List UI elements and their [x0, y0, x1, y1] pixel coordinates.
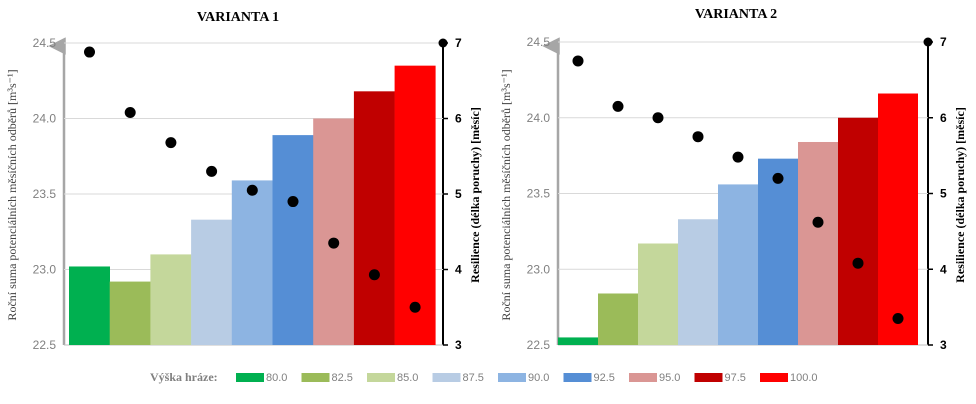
resilience-point-100.0	[409, 301, 421, 313]
left-tick-label: 24.0	[33, 112, 57, 126]
bar-92.5	[272, 135, 314, 345]
legend-label: 87.5	[463, 372, 484, 384]
bars	[69, 65, 436, 346]
chart-title: VARIANTA 1	[197, 10, 279, 25]
legend-swatch	[629, 373, 657, 382]
resilience-point-82.5	[612, 100, 624, 112]
bars	[558, 93, 918, 345]
legend-label: 82.5	[332, 372, 353, 384]
resilience-point-80.0	[84, 46, 95, 58]
chart-varianta-2: VARIANTA 2 22.5 23.0 23.5 24.0 24.5 3 4 5 6 7 Ro…	[499, 7, 967, 352]
bar-90.0	[231, 180, 273, 345]
resilience-point-95.0	[328, 237, 340, 249]
resilience-point-90.0	[732, 151, 744, 163]
right-tick-labels: 3 4 5 6 7	[443, 36, 462, 352]
legend-swatch	[432, 373, 461, 382]
legend-label: 80.0	[266, 372, 287, 384]
legend-label: 100.0	[790, 372, 818, 384]
legend-swatch	[367, 373, 395, 382]
legend: Výška hráze: 80.0 82.5 85.0 87.5 90.0 92.5 95.…	[150, 370, 818, 384]
legend-label: 90.0	[528, 372, 549, 384]
left-tick-labels: 22.5 23.0 23.5 24.0 24.5	[33, 36, 57, 352]
resilience-points	[572, 37, 933, 324]
bar-87.5	[678, 219, 718, 345]
left-tick-label: 22.5	[527, 338, 551, 352]
left-tick-label: 24.5	[527, 35, 551, 49]
left-tick-label: 23.5	[527, 187, 551, 201]
legend-swatch	[563, 373, 592, 382]
right-tick-label: 5	[940, 187, 947, 201]
resilience-point-92.5	[287, 196, 299, 208]
right-tick-label: 7	[940, 35, 947, 49]
bar-85.0	[638, 243, 678, 345]
legend-swatch	[760, 373, 788, 382]
resilience-point-90.0	[246, 184, 258, 196]
left-tick-label: 23.0	[527, 262, 551, 276]
chart-varianta-1: VARIANTA 1 22.5 23.0 23.5 24.0 24.5 3 4 5 6 7 Ro…	[5, 10, 482, 352]
resilience-point-97.5	[852, 257, 864, 269]
resilience-point-95.0	[812, 216, 824, 228]
right-tick-label: 6	[455, 112, 462, 126]
legend-label: 97.5	[725, 372, 746, 384]
right-tick-labels: 3 4 5 6 7	[928, 35, 947, 352]
right-tick-label: 7	[455, 36, 462, 50]
right-tick-label: 6	[940, 111, 947, 125]
resilience-point-87.5	[206, 165, 218, 177]
resilience-points	[84, 38, 448, 313]
legend-swatch	[694, 373, 723, 382]
left-tick-label: 22.5	[33, 338, 57, 352]
legend-label: 95.0	[659, 372, 680, 384]
resilience-point-97.5	[368, 269, 380, 281]
bar-80.0	[69, 266, 110, 345]
legend-items: 80.0 82.5 85.0 87.5 90.0 92.5 95.0 97.5 100.0	[236, 372, 818, 384]
bar-95.0	[798, 141, 838, 345]
left-tick-label: 23.0	[33, 263, 57, 277]
bar-87.5	[191, 219, 233, 345]
resilience-point-85.0	[652, 112, 664, 124]
bar-80.0	[558, 337, 598, 345]
bar-90.0	[718, 184, 758, 345]
legend-swatch	[236, 373, 264, 382]
resilience-point-85.0	[165, 137, 177, 149]
bar-85.0	[150, 254, 192, 345]
resilience-point-100.0	[892, 312, 904, 324]
legend-title: Výška hráze:	[150, 370, 218, 384]
legend-label: 92.5	[594, 372, 615, 384]
resilience-point-80.0	[572, 55, 584, 67]
y-axis-right-label: Resilience (délka poruchy) [měsíc]	[468, 107, 482, 283]
bar-100.0	[394, 65, 436, 346]
left-tick-label: 24.0	[527, 111, 551, 125]
bar-82.5	[109, 281, 151, 345]
right-tick-label: 4	[940, 262, 947, 276]
right-tick-label: 3	[455, 338, 462, 352]
y-axis-left-label: Roční suma potenciálních měsíčních odběr…	[499, 69, 513, 320]
left-tick-label: 23.5	[33, 187, 57, 201]
bar-95.0	[313, 118, 355, 345]
bar-100.0	[878, 93, 918, 345]
right-tick-label: 4	[455, 263, 462, 277]
resilience-point-82.5	[124, 106, 136, 118]
bar-82.5	[598, 293, 638, 345]
resilience-point-92.5	[772, 172, 784, 184]
bar-97.5	[838, 117, 878, 345]
legend-swatch	[498, 373, 526, 382]
chart-title: VARIANTA 2	[695, 7, 777, 22]
bar-97.5	[353, 91, 395, 345]
right-tick-label: 3	[940, 338, 947, 352]
y-axis-left-label: Roční suma potenciálních měsíčních odběr…	[5, 69, 19, 320]
legend-label: 85.0	[397, 372, 418, 384]
y-axis-right-label: Resilience (délka poruchy) [měsíc]	[953, 107, 967, 283]
right-tick-label: 5	[455, 187, 462, 201]
legend-swatch	[301, 373, 330, 382]
bar-92.5	[758, 158, 798, 345]
left-tick-labels: 22.5 23.0 23.5 24.0 24.5	[527, 35, 551, 352]
resilience-point-87.5	[692, 131, 704, 143]
left-tick-label: 24.5	[33, 36, 57, 50]
